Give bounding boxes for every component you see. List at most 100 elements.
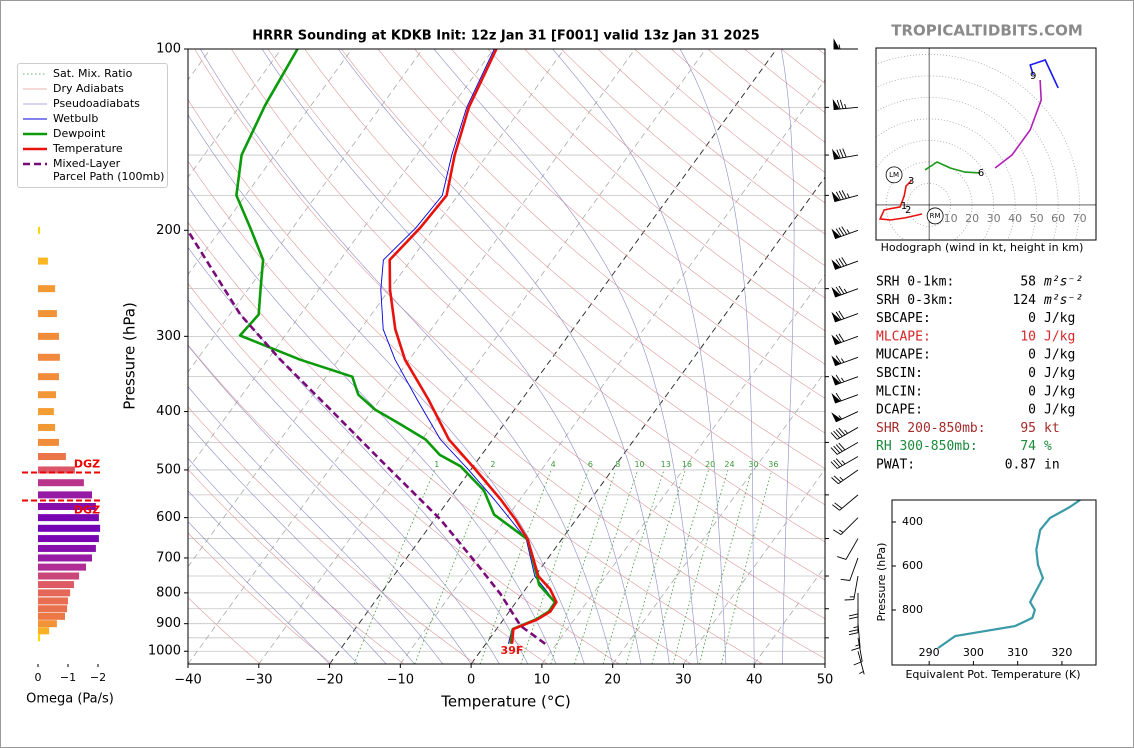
dry-adiabat (188, 99, 825, 660)
mixing-ratio-line (672, 470, 729, 664)
omega-bar (38, 572, 80, 580)
stat-value: 58 (1020, 275, 1036, 290)
wind-barb (831, 257, 859, 270)
profile-area (937, 500, 1081, 650)
dgz-label: DGZ (74, 504, 100, 517)
isotherm (258, 49, 707, 664)
stat-unit: J/kg (1044, 348, 1075, 363)
stat-unit: J/kg (1044, 366, 1075, 381)
wind-barb (832, 148, 859, 160)
x-tick-label: 0 (467, 673, 475, 688)
wind-barb (832, 517, 859, 535)
wind-barb (837, 538, 859, 560)
mixing-ratio-label: 30 (748, 460, 758, 469)
y-axis-label: Pressure (hPa) (121, 302, 139, 410)
wind-barb (832, 494, 859, 511)
wind-barb (831, 226, 859, 240)
omega-bar (38, 605, 68, 613)
hodograph-frame (875, 47, 1097, 241)
x-tick-label: 310 (1007, 646, 1028, 659)
mixing-ratio-line (550, 470, 617, 664)
stat-label: SRH 0-3km: (876, 293, 954, 308)
watermark: TROPICALTIDBITS.COM (891, 22, 1083, 40)
dry-adiabat (188, 406, 476, 664)
stat-value: 0 (1028, 348, 1036, 363)
stat-value: 0.87 (1005, 458, 1036, 473)
isotherm (188, 49, 282, 178)
x-tick-label: −1 (60, 671, 76, 684)
pseudoadiabat (188, 186, 557, 664)
ring-label: 70 (1073, 212, 1087, 225)
x-tick-label: 290 (919, 646, 940, 659)
stat-value: 0 (1028, 403, 1036, 418)
stat-label: DCAPE: (876, 403, 923, 418)
mixing-ratio-line (414, 470, 491, 664)
y-tick-label: 800 (156, 585, 181, 600)
height-label: 3 (908, 176, 914, 187)
stat-unit: m²s⁻² (1043, 275, 1083, 290)
isotherm (470, 176, 825, 664)
omega-bar (38, 408, 54, 416)
pseudoadiabat (338, 49, 670, 664)
isotherm (188, 49, 353, 276)
hodograph-trace (878, 180, 923, 221)
omega-bar (38, 491, 92, 499)
wind-barb (831, 469, 859, 485)
mixing-ratio-line (721, 470, 773, 664)
isotherm (188, 49, 424, 373)
height-label: 6 (978, 168, 984, 179)
mixing-ratio-label: 24 (724, 460, 734, 469)
x-tick-label: 30 (675, 673, 692, 688)
legend-label: Dry Adiabats (53, 82, 124, 95)
omega-bar (38, 479, 84, 487)
pseudoadiabat (261, 49, 642, 664)
mixing-ratio-label: 20 (705, 460, 715, 469)
stat-label: MLCAPE: (876, 329, 931, 344)
dry-adiabat (634, 49, 825, 204)
mixing-ratio-label: 6 (588, 460, 593, 469)
legend-entry: Mixed-Layer Parcel Path (100mb) (22, 157, 167, 183)
omega-bar (38, 373, 59, 381)
wind-barb (857, 651, 865, 675)
isotherm (188, 49, 494, 470)
ring-label: 30 (987, 212, 1001, 225)
dry-adiabat (194, 49, 825, 620)
dry-adiabat (671, 49, 825, 173)
stat-label: RH 300-850mb: (876, 439, 978, 454)
stat-label: SRH 0-1km: (876, 275, 954, 290)
y-tick-label: 900 (156, 616, 181, 631)
y-tick-label: 600 (902, 559, 923, 572)
x-tick-label: −2 (90, 671, 106, 684)
omega-bar (38, 581, 74, 589)
pseudoadiabat (188, 246, 528, 664)
omega-bar (38, 257, 48, 265)
isotherm (188, 49, 636, 664)
mixing-ratio-line (574, 470, 638, 664)
mixing-ratio-line (479, 470, 552, 664)
y-tick-label: 300 (156, 329, 181, 344)
omega-bar (38, 563, 86, 571)
legend-label: Wetbulb (53, 112, 99, 125)
ring-label: 60 (1051, 212, 1065, 225)
x-tick-label: 300 (963, 646, 984, 659)
stat-label: PWAT: (876, 458, 915, 473)
wind-barb (831, 285, 859, 298)
mixing-ratio-label: 13 (661, 460, 671, 469)
y-tick-label: 200 (156, 223, 181, 238)
omega-bar (38, 554, 92, 562)
stat-label: SBCIN: (876, 366, 923, 381)
isotherm (400, 79, 825, 664)
x-tick-label: −30 (245, 673, 272, 688)
dry-adiabat (377, 49, 825, 434)
stat-unit: J/kg (1044, 329, 1075, 344)
wind-barb (830, 456, 859, 469)
y-tick-label: 400 (902, 515, 923, 528)
mixing-ratio-line (651, 470, 709, 664)
stat-unit: in (1044, 458, 1060, 473)
stat-label: MLCIN: (876, 384, 923, 399)
stat-value: 124 (1013, 293, 1037, 308)
ring-label: 50 (1030, 212, 1044, 225)
isotherm (188, 49, 565, 568)
hodograph-trace (994, 79, 1043, 169)
omega-bar (38, 612, 65, 620)
